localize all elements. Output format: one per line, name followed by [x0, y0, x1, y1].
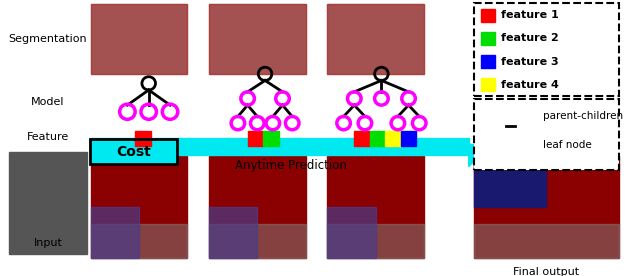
Text: Segmentation: Segmentation	[8, 34, 87, 44]
Text: Cost: Cost	[116, 145, 150, 158]
Bar	[481, 9, 495, 22]
Bar	[248, 131, 263, 146]
Bar	[401, 131, 416, 146]
Bar	[209, 4, 306, 74]
Text: Feature: Feature	[27, 132, 69, 142]
Bar	[327, 4, 424, 74]
Text: Input: Input	[33, 238, 62, 248]
Bar	[263, 131, 278, 146]
Text: parent-children: parent-children	[543, 110, 623, 121]
Bar	[90, 156, 188, 258]
Text: Model: Model	[31, 97, 65, 107]
Bar	[90, 139, 177, 164]
Bar	[9, 152, 86, 254]
Text: Anytime Prediction: Anytime Prediction	[236, 159, 347, 172]
Bar	[370, 131, 385, 146]
Bar	[474, 224, 619, 258]
Bar	[355, 131, 370, 146]
Bar	[474, 157, 547, 207]
Bar	[327, 224, 424, 258]
Bar	[90, 139, 177, 164]
Bar	[474, 156, 619, 258]
Text: feature 3: feature 3	[500, 57, 558, 67]
Bar	[481, 78, 495, 91]
Bar	[90, 138, 468, 155]
Bar	[90, 4, 188, 74]
Bar	[209, 4, 306, 74]
Bar	[209, 224, 306, 258]
Bar	[327, 4, 424, 74]
Bar	[90, 224, 188, 258]
Text: feature 2: feature 2	[500, 33, 559, 43]
Bar	[481, 32, 495, 45]
Bar	[327, 156, 424, 258]
Bar	[90, 207, 139, 258]
Text: feature 4: feature 4	[500, 80, 559, 90]
Bar	[385, 131, 401, 146]
Text: Final output: Final output	[513, 267, 579, 276]
Bar	[481, 55, 495, 68]
Bar	[327, 207, 376, 258]
Bar	[474, 3, 619, 96]
Bar	[135, 131, 150, 146]
Text: feature 1: feature 1	[500, 10, 559, 20]
Bar	[90, 4, 188, 74]
Polygon shape	[468, 144, 488, 167]
Bar	[209, 207, 257, 258]
Bar	[209, 156, 306, 258]
Text: leaf node: leaf node	[543, 140, 592, 150]
Bar	[474, 99, 619, 171]
